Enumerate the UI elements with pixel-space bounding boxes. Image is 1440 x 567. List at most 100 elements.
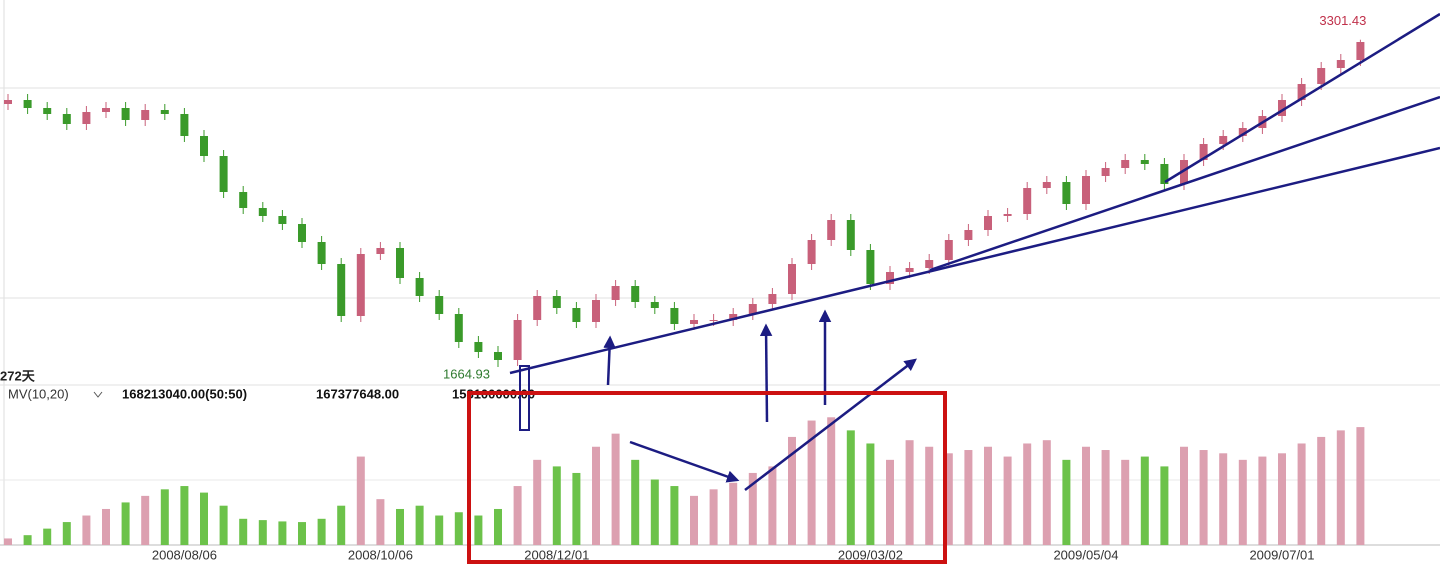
candle-body xyxy=(23,100,32,108)
volume-readout: 168213040.00(50:50) xyxy=(122,386,247,401)
volume-bar xyxy=(905,440,914,545)
volume-bar xyxy=(670,486,679,545)
volume-bar xyxy=(494,508,502,545)
candle-body xyxy=(62,114,71,124)
volume-bar xyxy=(964,450,973,545)
candle-body xyxy=(337,264,346,316)
volume-bar xyxy=(1238,459,1247,545)
candle-body xyxy=(1278,100,1286,116)
candle-body xyxy=(435,296,444,314)
candle-body xyxy=(1356,42,1365,60)
candle-body xyxy=(121,108,130,120)
candle-body xyxy=(827,220,836,240)
candle-body xyxy=(1199,144,1208,160)
candle-body xyxy=(709,320,718,321)
volume-bar xyxy=(1140,456,1149,545)
volume-bar xyxy=(1082,446,1090,545)
volume-bar xyxy=(141,495,150,545)
candle-body xyxy=(886,272,894,284)
candle-body xyxy=(180,114,189,136)
volume-bar xyxy=(258,520,267,545)
candle-body xyxy=(356,254,365,316)
volume-bar xyxy=(886,459,894,545)
volume-bar xyxy=(121,502,130,545)
volume-bar xyxy=(846,430,855,545)
volume-bar xyxy=(317,518,326,545)
volume-bar xyxy=(944,453,953,545)
volume-bar xyxy=(631,459,640,545)
volume-bar xyxy=(1180,446,1188,545)
volume-bar xyxy=(43,528,52,545)
volume-bar xyxy=(1101,450,1110,545)
price-panel: 3301.43 1664.93 xyxy=(4,13,1366,381)
candle-body xyxy=(788,264,796,294)
candle-body xyxy=(1219,136,1228,144)
candle-body xyxy=(141,110,150,120)
volume-bar xyxy=(4,538,12,545)
candle-body xyxy=(1101,168,1110,176)
candle-body xyxy=(631,286,640,302)
candle-body xyxy=(866,250,875,284)
candle-body xyxy=(494,352,502,360)
candle-body xyxy=(1297,84,1306,100)
volume-bar xyxy=(23,535,32,545)
candle-body xyxy=(650,302,659,308)
volume-bar xyxy=(1258,456,1267,545)
candle-body xyxy=(1062,182,1071,204)
volume-bar xyxy=(298,522,306,545)
candle-body xyxy=(1082,176,1090,204)
candle-body xyxy=(964,230,973,240)
volume-bar xyxy=(768,466,777,545)
candle-body xyxy=(944,240,953,260)
volume-bar xyxy=(356,456,365,545)
candle-body xyxy=(160,110,169,114)
volume-bar xyxy=(1356,427,1365,545)
volume-bar xyxy=(788,436,796,545)
dropdown-chevron[interactable] xyxy=(93,391,103,398)
candle-body xyxy=(82,112,91,124)
volume-bar xyxy=(709,489,718,545)
x-tick-label: 2008/12/01 xyxy=(524,547,589,562)
volume-bar xyxy=(1336,430,1345,545)
volume-bar xyxy=(1219,453,1228,545)
candle-body xyxy=(1317,68,1326,84)
candle-body xyxy=(690,320,698,324)
volume-bar xyxy=(200,492,208,545)
volume-bar xyxy=(592,446,600,545)
volume-bar xyxy=(102,508,110,545)
candle-body xyxy=(1238,128,1247,136)
volume-bar xyxy=(415,505,424,545)
candle-body xyxy=(278,216,287,224)
volume-bar xyxy=(690,495,698,545)
candle-body xyxy=(846,220,855,250)
volume-bar xyxy=(474,515,483,545)
volume-bar xyxy=(1278,453,1286,545)
volume-bar xyxy=(454,512,463,545)
volume-bar xyxy=(62,522,71,545)
x-tick-label: 2009/03/02 xyxy=(838,547,903,562)
indicator-label: MV(10,20) xyxy=(8,386,69,401)
candle-body xyxy=(317,242,326,264)
candle-body xyxy=(592,300,600,322)
volume-bar xyxy=(513,486,522,545)
volume-bar xyxy=(611,433,620,545)
volume-bar xyxy=(376,499,385,545)
high-label: 3301.43 xyxy=(1319,13,1366,28)
candle-body xyxy=(552,296,561,308)
volume-bar xyxy=(984,446,992,545)
volume-bar xyxy=(1023,443,1032,545)
volume-bar xyxy=(82,515,91,545)
candle-body xyxy=(200,136,208,156)
volume-bar xyxy=(278,521,287,545)
volume-bar xyxy=(533,459,542,545)
candle-body xyxy=(572,308,581,322)
candle-body xyxy=(1160,164,1169,184)
period-label: 272天 xyxy=(0,368,36,383)
candle-body xyxy=(376,248,385,254)
annotations xyxy=(467,12,1440,564)
volume-bar xyxy=(748,472,757,545)
candle-body xyxy=(1023,188,1032,214)
x-axis: 2008/08/06 2008/10/06 2008/12/01 2009/03/02… xyxy=(152,547,1315,562)
candle-body xyxy=(1180,160,1188,184)
candle-body xyxy=(102,108,110,112)
